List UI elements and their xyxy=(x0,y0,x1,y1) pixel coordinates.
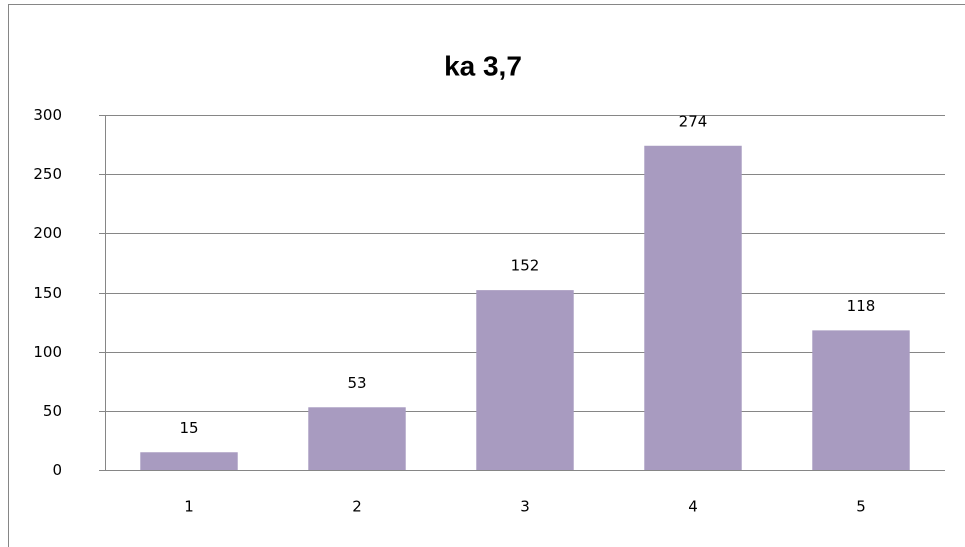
x-tick-label: 5 xyxy=(856,498,866,516)
data-label: 53 xyxy=(347,374,366,392)
bar xyxy=(140,452,238,470)
x-tick-label: 4 xyxy=(688,498,698,516)
y-tick-label: 0 xyxy=(52,461,62,479)
y-tick-label: 100 xyxy=(33,343,62,361)
bar xyxy=(476,290,574,470)
x-tick-label: 2 xyxy=(352,498,362,516)
y-tick-label: 250 xyxy=(33,165,62,183)
data-label: 15 xyxy=(179,419,198,437)
bar xyxy=(812,330,910,470)
y-tick-label: 300 xyxy=(33,106,62,124)
chart-title: ka 3,7 xyxy=(444,50,522,81)
data-label: 152 xyxy=(511,257,540,275)
data-label: 274 xyxy=(679,112,708,130)
data-label: 118 xyxy=(847,297,876,315)
bar xyxy=(308,407,406,470)
x-tick-label: 1 xyxy=(184,498,194,516)
y-tick-label: 200 xyxy=(33,224,62,242)
x-tick-label: 3 xyxy=(520,498,530,516)
bar xyxy=(644,145,742,470)
y-tick-label: 50 xyxy=(43,402,62,420)
chart-border xyxy=(8,4,965,547)
y-tick-label: 150 xyxy=(33,284,62,302)
